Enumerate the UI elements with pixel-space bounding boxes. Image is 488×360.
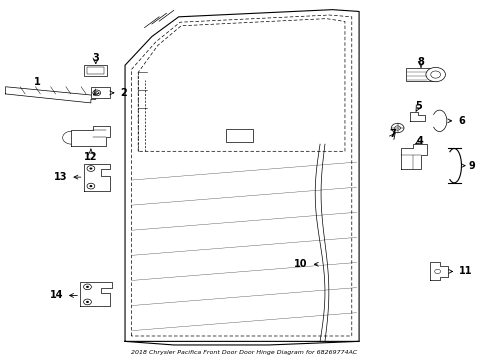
- Polygon shape: [429, 262, 447, 280]
- Text: 8: 8: [417, 57, 424, 67]
- Circle shape: [89, 167, 92, 170]
- Text: 10: 10: [294, 259, 318, 269]
- Bar: [83, 64, 107, 76]
- Polygon shape: [125, 10, 358, 341]
- Text: 14: 14: [49, 291, 77, 301]
- Circle shape: [86, 301, 89, 303]
- Text: 12: 12: [84, 152, 98, 162]
- Polygon shape: [409, 112, 424, 121]
- Circle shape: [390, 123, 403, 133]
- Circle shape: [86, 286, 89, 288]
- Text: 3: 3: [92, 53, 99, 63]
- Polygon shape: [400, 144, 427, 169]
- Polygon shape: [433, 110, 446, 131]
- Text: 13: 13: [54, 172, 81, 182]
- Text: 11: 11: [448, 266, 471, 276]
- Polygon shape: [83, 164, 110, 191]
- Text: 9: 9: [460, 161, 474, 171]
- Bar: [86, 67, 103, 74]
- Polygon shape: [80, 282, 112, 306]
- Text: 6: 6: [447, 116, 464, 126]
- Polygon shape: [5, 87, 98, 103]
- Polygon shape: [71, 126, 110, 146]
- Circle shape: [89, 185, 92, 187]
- Circle shape: [425, 67, 445, 82]
- Bar: [225, 129, 252, 142]
- Text: 2018 Chrysler Pacifica Front Door Door Hinge Diagram for 68269774AC: 2018 Chrysler Pacifica Front Door Door H…: [131, 350, 357, 355]
- Text: 1: 1: [34, 77, 41, 87]
- Bar: [91, 87, 110, 98]
- Text: 5: 5: [415, 101, 422, 111]
- Text: 7: 7: [389, 130, 396, 139]
- Text: 4: 4: [416, 136, 423, 146]
- Text: 2: 2: [110, 88, 127, 98]
- Bar: [406, 68, 435, 81]
